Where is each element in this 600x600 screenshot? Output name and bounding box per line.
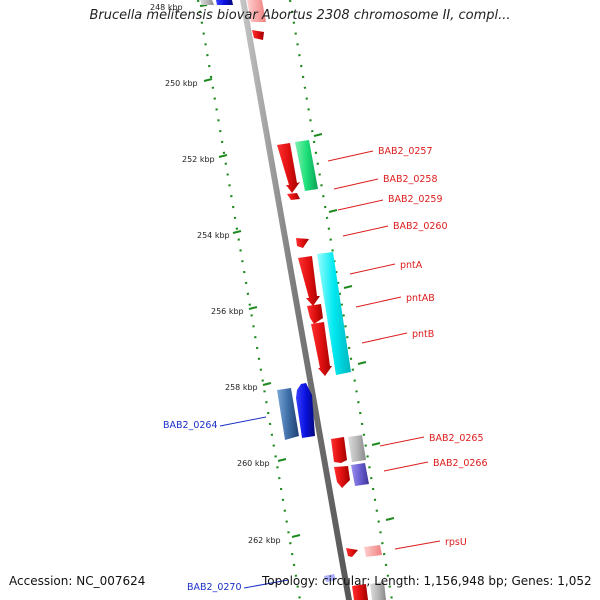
- map-title: Brucella melitensis biovar Abortus 2308 …: [89, 8, 511, 23]
- scale-label: 262 kbp: [248, 536, 281, 545]
- leader-line: [243, 579, 289, 589]
- scale-label: 254 kbp: [197, 231, 230, 240]
- gene-label[interactable]: BAB2_0270: [187, 582, 242, 593]
- gene-arrow-pntAB[interactable]: [307, 304, 323, 324]
- gene-feature-grey[interactable]: [370, 582, 386, 600]
- scale-tick: [262, 382, 272, 386]
- gene-label[interactable]: BAB2_0258: [383, 174, 438, 185]
- gene-label[interactable]: BAB2_0266: [433, 458, 488, 469]
- leader-line: [379, 436, 425, 447]
- leader-line: [337, 199, 384, 211]
- scale-tick: [343, 285, 353, 289]
- gene-arrow[interactable]: [200, 0, 214, 5]
- scale-label: 252 kbp: [182, 155, 215, 164]
- scale-tick: [357, 361, 367, 365]
- gene-arrow-BAB2_0260[interactable]: [296, 238, 309, 248]
- gene-label[interactable]: rpsU: [445, 537, 467, 548]
- scale-tick: [232, 230, 242, 234]
- gene-feature-purple[interactable]: [351, 463, 369, 486]
- gene-label[interactable]: BAB2_0260: [393, 221, 448, 232]
- gene-arrow[interactable]: [352, 584, 368, 600]
- scale-label: 260 kbp: [237, 459, 270, 468]
- scale-labels: 248 kbp 250 kbp 252 kbp 254 kbp 256 kbp …: [150, 3, 281, 545]
- gene-arrow[interactable]: [216, 0, 233, 5]
- leader-line: [383, 461, 429, 472]
- gene-arrow-BAB2_0264[interactable]: [277, 388, 299, 440]
- gene-feature-pink[interactable]: [364, 545, 382, 557]
- scale-label: 256 kbp: [211, 307, 244, 316]
- scale-tick: [291, 534, 301, 538]
- scale-label: 250 kbp: [165, 79, 198, 88]
- gene-label[interactable]: BAB2_0257: [378, 146, 433, 157]
- scale-tick: [199, 4, 208, 7]
- leader-line: [219, 416, 267, 427]
- gene-label[interactable]: pntAB: [406, 293, 435, 304]
- scale-tick: [385, 517, 395, 521]
- leader-line: [394, 540, 441, 550]
- gene-arrow[interactable]: [252, 30, 264, 40]
- gene-arrow[interactable]: [324, 574, 336, 582]
- scale-tick: [203, 78, 213, 82]
- label-leaders: [219, 150, 441, 589]
- gene-arrow-BAB2_0266[interactable]: [334, 466, 350, 488]
- gene-arrow-pntB[interactable]: [311, 322, 332, 376]
- gene-label[interactable]: BAB2_0265: [429, 433, 484, 444]
- scale-label: 258 kbp: [225, 383, 258, 392]
- gene-feature-green[interactable]: [295, 140, 318, 191]
- scale-tick: [248, 306, 258, 310]
- leader-line: [327, 150, 374, 162]
- leader-line: [349, 263, 396, 275]
- scale-ticks: [199, 4, 395, 538]
- scale-tick: [218, 154, 228, 158]
- gene-arrow-BAB2_0258[interactable]: [287, 193, 300, 200]
- gene-label[interactable]: BAB2_0259: [388, 194, 443, 205]
- scale-tick: [371, 442, 381, 446]
- leader-line: [342, 225, 389, 237]
- scale-label: 248 kbp: [150, 3, 183, 12]
- scale-tick: [328, 209, 338, 213]
- leader-line: [361, 332, 408, 344]
- gene-arrow[interactable]: [247, 0, 266, 22]
- gene-arrow-rpsU[interactable]: [346, 548, 358, 557]
- gene-labels: BAB2_0257 BAB2_0258 BAB2_0259 BAB2_0260 …: [163, 146, 488, 593]
- gene-label[interactable]: BAB2_0264: [163, 420, 218, 431]
- gene-feature-grey[interactable]: [348, 435, 366, 462]
- topology-text: Topology: circular; Length: 1,156,948 bp…: [262, 574, 592, 588]
- gc-track-inner: [288, 0, 394, 600]
- genome-backbone: [240, 0, 352, 600]
- gene-label[interactable]: pntA: [400, 260, 423, 271]
- leader-line: [333, 178, 379, 190]
- gene-arrow-pntA[interactable]: [298, 256, 320, 306]
- scale-tick: [313, 133, 323, 137]
- gene-arrow-BAB2_0265[interactable]: [331, 437, 347, 463]
- leader-line: [355, 296, 402, 308]
- gene-arrow[interactable]: [296, 383, 315, 438]
- gene-feature-cyan[interactable]: [317, 252, 351, 375]
- gene-arrow-BAB2_0257[interactable]: [277, 143, 300, 193]
- accession-text: Accession: NC_007624: [9, 574, 146, 588]
- gene-label[interactable]: pntB: [412, 329, 434, 340]
- scale-tick: [277, 458, 287, 462]
- gc-track-outer: [196, 0, 302, 600]
